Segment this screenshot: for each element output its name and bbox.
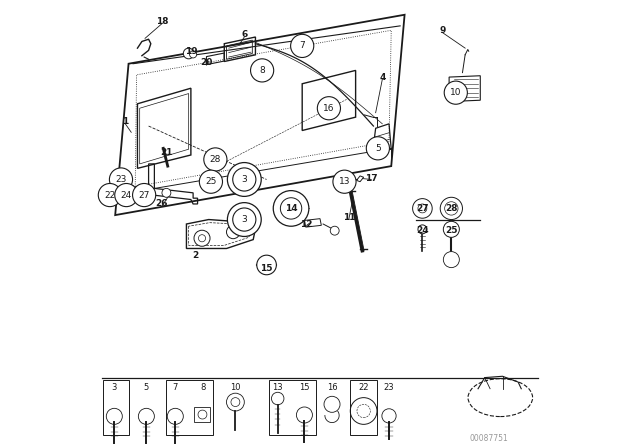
Circle shape [418, 204, 427, 213]
Circle shape [227, 163, 261, 196]
Text: 3: 3 [111, 383, 117, 392]
Circle shape [162, 188, 171, 197]
Text: 3: 3 [241, 175, 247, 184]
Text: 16: 16 [323, 104, 335, 113]
Text: 10: 10 [450, 88, 461, 97]
Text: 2: 2 [192, 251, 198, 260]
Text: 14: 14 [285, 204, 298, 213]
Text: 20: 20 [200, 58, 212, 67]
Text: 3: 3 [241, 215, 247, 224]
Text: 21: 21 [160, 148, 173, 157]
Circle shape [333, 170, 356, 193]
Text: 16: 16 [326, 383, 337, 392]
Text: 17: 17 [365, 174, 378, 183]
Circle shape [250, 59, 274, 82]
Circle shape [99, 184, 122, 207]
Text: 4: 4 [379, 73, 385, 82]
Text: 23: 23 [115, 175, 127, 184]
Text: 22: 22 [104, 190, 115, 199]
Circle shape [227, 202, 261, 237]
Text: 18: 18 [156, 17, 168, 26]
Text: 27: 27 [416, 204, 429, 213]
Text: 9: 9 [439, 26, 445, 35]
Circle shape [444, 252, 460, 267]
Circle shape [444, 81, 467, 104]
Text: 13: 13 [273, 383, 283, 392]
Circle shape [273, 190, 309, 226]
Text: 5: 5 [144, 383, 149, 392]
Text: 8: 8 [259, 66, 265, 75]
Text: 27: 27 [138, 190, 150, 199]
Text: 12: 12 [300, 220, 313, 228]
Text: 19: 19 [184, 47, 197, 56]
Circle shape [233, 208, 256, 231]
Circle shape [233, 168, 256, 191]
Text: 25: 25 [445, 226, 458, 235]
Text: 5: 5 [375, 144, 381, 153]
Text: 11: 11 [342, 213, 355, 222]
Circle shape [183, 48, 194, 59]
Text: 22: 22 [358, 383, 369, 392]
Text: 28: 28 [445, 204, 458, 213]
Circle shape [194, 230, 210, 246]
Text: 10: 10 [230, 383, 241, 392]
Text: 23: 23 [384, 383, 394, 392]
Text: 7: 7 [300, 41, 305, 51]
Circle shape [132, 184, 156, 207]
Circle shape [204, 148, 227, 171]
Circle shape [418, 225, 427, 234]
Circle shape [413, 198, 432, 218]
Bar [269, 380, 316, 435]
Bar [350, 380, 377, 435]
Circle shape [366, 137, 390, 160]
Text: 15: 15 [299, 383, 310, 392]
Bar [103, 380, 129, 435]
Circle shape [109, 168, 132, 191]
Text: 13: 13 [339, 177, 350, 186]
Text: 15: 15 [260, 264, 273, 273]
Text: 24: 24 [121, 190, 132, 199]
Text: 00087751: 00087751 [470, 434, 509, 443]
Circle shape [227, 225, 240, 239]
Text: 25: 25 [205, 177, 216, 186]
Circle shape [444, 221, 460, 237]
Text: 28: 28 [210, 155, 221, 164]
Circle shape [189, 51, 196, 58]
Circle shape [291, 34, 314, 57]
Circle shape [257, 255, 276, 275]
Bar [166, 380, 213, 435]
Text: 24: 24 [416, 226, 429, 235]
Bar [195, 406, 210, 422]
Circle shape [199, 170, 223, 193]
Circle shape [115, 184, 138, 207]
Circle shape [330, 226, 339, 235]
Text: 1: 1 [122, 117, 128, 126]
Text: 7: 7 [173, 383, 178, 392]
Text: 6: 6 [241, 30, 248, 39]
Circle shape [440, 197, 463, 220]
Circle shape [317, 97, 340, 120]
Circle shape [198, 235, 205, 242]
Text: 26: 26 [156, 199, 168, 208]
Text: 8: 8 [200, 383, 205, 392]
